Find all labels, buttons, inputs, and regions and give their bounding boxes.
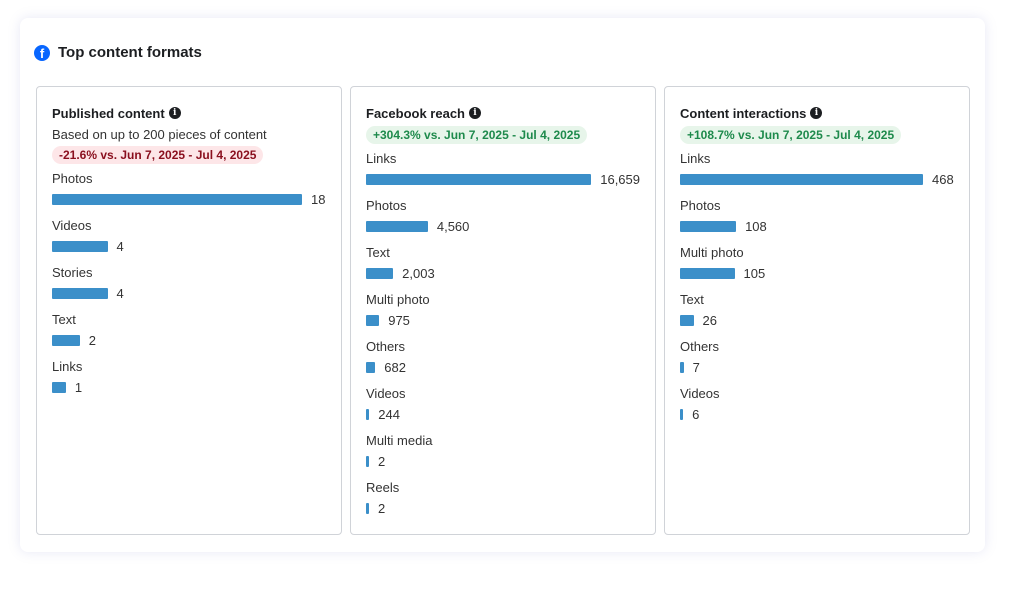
info-icon[interactable]: i (469, 107, 481, 119)
value-label: 244 (378, 406, 400, 422)
facebook-icon: f (34, 44, 50, 61)
bar (366, 220, 428, 232)
bar-row: Photos 4,560 (366, 197, 640, 238)
info-icon[interactable]: i (168, 107, 181, 119)
category-label: Links (366, 151, 397, 166)
bar (52, 240, 108, 252)
chart-panel: Published content i Based on up to 200 pie… (36, 86, 342, 535)
category-label: Multi photo (680, 245, 744, 260)
bar-row: Links 16,659 (366, 150, 640, 191)
bar (680, 267, 735, 279)
change-badge: +304.3% vs. Jun 7, 2025 - Jul 4, 2025 (366, 126, 588, 144)
change-badge: +108.7% vs. Jun 7, 2025 - Jul 4, 2025 (680, 126, 902, 144)
info-icon[interactable]: i (810, 107, 823, 119)
value-label: 2 (378, 500, 386, 516)
bar-row: Photos 18 (52, 170, 326, 211)
bar (366, 314, 380, 326)
bar (680, 173, 923, 185)
bar-row: Others 7 (680, 338, 954, 379)
bar (366, 267, 394, 279)
bar (680, 314, 694, 326)
top-content-formats-card (20, 18, 985, 552)
value-label: 2,003 (402, 265, 435, 281)
bar (52, 381, 66, 393)
bar-row: Text 26 (680, 291, 954, 332)
section-title: f Top content formats (34, 44, 202, 61)
bar (680, 220, 737, 232)
value-label: 4 (116, 238, 124, 254)
value-label: 4,560 (436, 218, 470, 234)
bar-row: Videos 6 (680, 385, 954, 426)
panel-title: Published content i (52, 104, 326, 122)
category-label: Videos (680, 386, 720, 401)
bar-row: Stories 4 (52, 264, 326, 305)
category-label: Photos (52, 171, 93, 186)
category-label: Reels (366, 480, 400, 495)
bar-row: Text 2 (52, 311, 326, 352)
category-label: Stories (52, 265, 93, 280)
category-label: Links (52, 359, 83, 374)
bar (366, 502, 369, 514)
bar-row: Videos 4 (52, 217, 326, 258)
bar-row: Photos 108 (680, 197, 954, 238)
change-badge: -21.6% vs. Jun 7, 2025 - Jul 4, 2025 (52, 146, 264, 164)
category-label: Multi photo (366, 292, 430, 307)
category-label: Videos (52, 218, 92, 233)
value-label: 2 (378, 453, 386, 469)
bar-row: Reels 2 (366, 479, 640, 520)
bar-row: Multi photo 105 (680, 244, 954, 285)
bar-row: Multi media 2 (366, 432, 640, 473)
value-label: 105 (743, 265, 766, 281)
category-label: Text (366, 245, 390, 260)
bar-row: Others 682 (366, 338, 640, 379)
value-label: 18 (311, 191, 326, 207)
category-label: Text (52, 312, 76, 327)
value-label: 6 (692, 406, 700, 422)
value-label: 16,659 (600, 171, 640, 187)
value-label: 7 (692, 359, 700, 375)
bar (366, 361, 376, 373)
bar-row: Links 1 (52, 358, 326, 399)
category-label: Text (680, 292, 704, 307)
bar (52, 193, 302, 205)
bar (680, 361, 684, 373)
bar-row: Text 2,003 (366, 244, 640, 285)
bar-row: Multi photo 975 (366, 291, 640, 332)
value-label: 1 (74, 379, 83, 395)
chart-panel: Content interactions i +108.7% vs. Jun 7, … (664, 86, 970, 535)
bar (366, 408, 370, 420)
bar-row: Links 468 (680, 150, 954, 191)
bar (366, 173, 592, 185)
category-label: Photos (680, 198, 721, 213)
bar (52, 287, 108, 299)
chart-panel: Facebook reach i +304.3% vs. Jun 7, 2025 -… (350, 86, 656, 535)
value-label: 682 (384, 359, 406, 375)
category-label: Multi media (366, 433, 433, 448)
category-label: Others (366, 339, 406, 354)
value-label: 2 (88, 332, 96, 348)
category-label: Photos (366, 198, 407, 213)
value-label: 468 (932, 171, 954, 187)
panel-subtitle: Based on up to 200 pieces of content (52, 127, 267, 142)
category-label: Videos (366, 386, 406, 401)
panel-title: Content interactions i (680, 104, 954, 122)
category-label: Others (680, 339, 720, 354)
bar (680, 408, 684, 420)
value-label: 26 (702, 312, 717, 328)
value-label: 4 (116, 285, 124, 301)
value-label: 108 (745, 218, 767, 234)
value-label: 975 (388, 312, 410, 328)
bar (52, 334, 80, 346)
panel-title: Facebook reach i (366, 104, 640, 122)
category-label: Links (680, 151, 711, 166)
bar-row: Videos 244 (366, 385, 640, 426)
bar (366, 455, 369, 467)
